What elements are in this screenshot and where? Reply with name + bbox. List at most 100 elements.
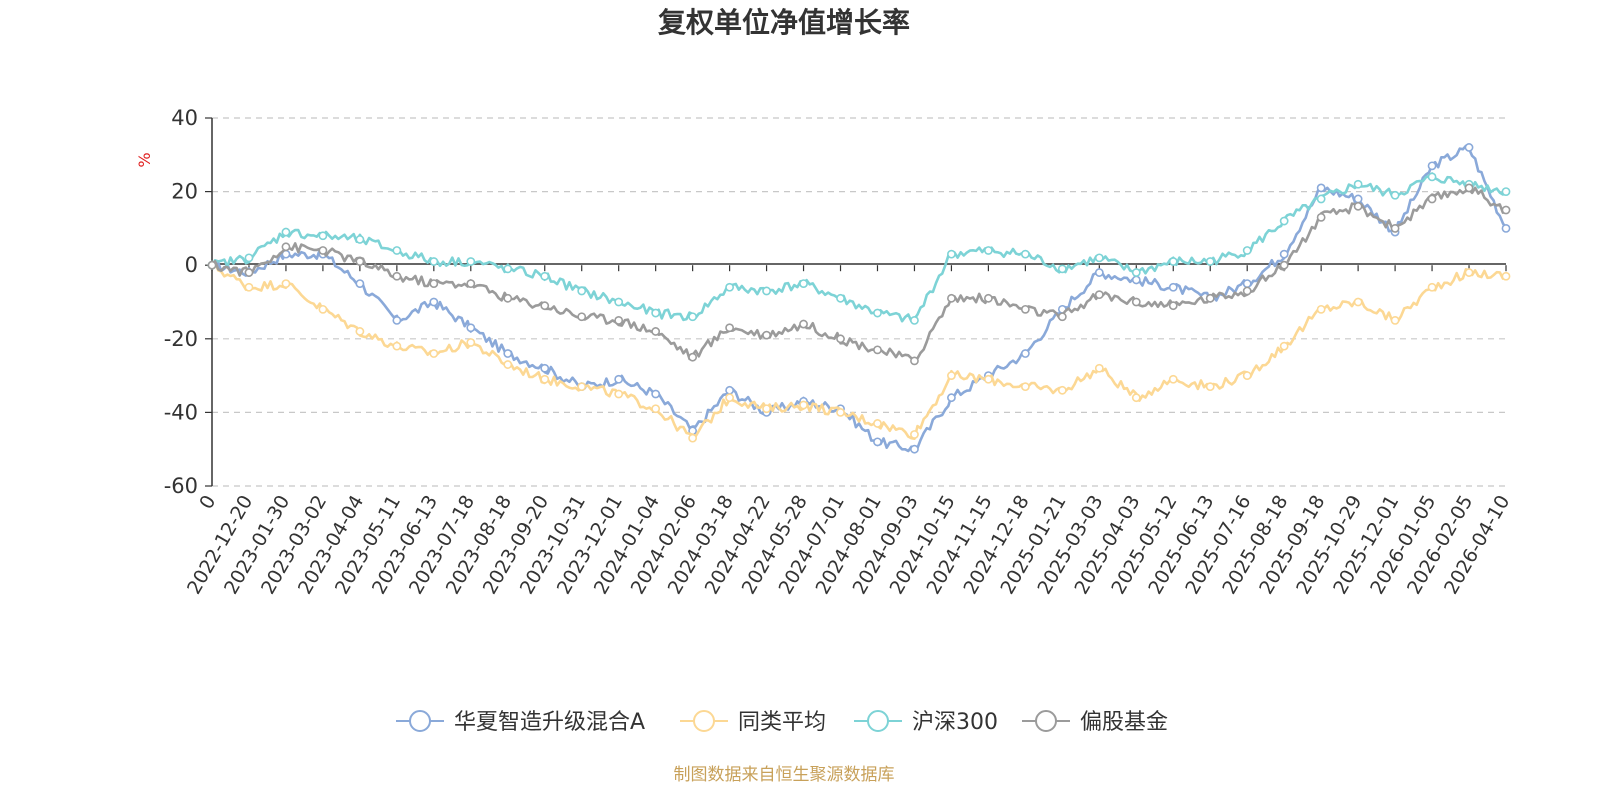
data-point: [947, 371, 956, 380]
series-line: [210, 172, 1507, 323]
data-point: [1094, 363, 1104, 373]
data-point: [910, 356, 919, 366]
data-point: [1168, 301, 1178, 311]
legend-marker-icon: [867, 710, 889, 732]
data-point: [910, 430, 919, 439]
data-point: [1242, 371, 1252, 380]
data-point: [318, 246, 328, 255]
data-point: [1501, 271, 1511, 281]
data-point: [392, 315, 402, 325]
data-point: [1242, 279, 1252, 288]
data-point: [1353, 297, 1363, 307]
legend-item-3[interactable]: 偏股基金: [1022, 710, 1168, 735]
data-point: [1057, 385, 1067, 395]
data-point: [1279, 260, 1289, 270]
data-point: [540, 271, 550, 281]
data-point: [688, 312, 698, 322]
data-point: [503, 360, 513, 369]
data-point: [984, 374, 993, 384]
data-source-note: 制图数据来自恒生聚源数据库: [674, 765, 895, 785]
legend-label: 华夏智造升级混合A: [454, 710, 645, 735]
data-point: [281, 242, 291, 252]
data-point: [1131, 275, 1141, 285]
data-point: [1353, 179, 1363, 189]
data-point: [1464, 143, 1474, 152]
data-point: [1501, 187, 1511, 196]
data-point: [281, 279, 291, 288]
data-point: [1242, 286, 1252, 296]
data-point: [355, 235, 365, 244]
data-point: [1464, 183, 1474, 193]
data-point: [799, 400, 808, 410]
data-point: [318, 304, 328, 314]
data-point: [1427, 282, 1437, 292]
data-point: [836, 407, 845, 417]
data-point: [392, 246, 402, 255]
data-point: [1057, 264, 1067, 274]
legend-marker-icon: [409, 710, 431, 732]
data-point: [1390, 190, 1400, 200]
data-point: [1316, 212, 1326, 222]
data-point: [1353, 201, 1363, 211]
data-point: [984, 246, 993, 255]
data-point: [429, 257, 439, 266]
legend-item-0[interactable]: 华夏智造升级混合A: [396, 710, 645, 735]
data-point: [1131, 268, 1141, 277]
data-point: [1205, 382, 1215, 392]
data-point: [614, 374, 624, 384]
data-point: [614, 315, 624, 325]
data-point: [1205, 293, 1215, 303]
data-point: [1094, 253, 1104, 263]
data-point: [318, 231, 328, 241]
data-point: [1131, 297, 1141, 307]
legend-item-1[interactable]: 同类平均: [680, 710, 826, 735]
chart-title: 复权单位净值增长率: [658, 6, 910, 39]
y-tick-label: -60: [164, 474, 198, 498]
data-point: [614, 389, 624, 399]
data-point: [947, 249, 956, 259]
data-point: [614, 297, 624, 307]
series-line: [211, 261, 1507, 441]
data-point: [725, 282, 734, 292]
legend-label: 沪深300: [912, 710, 998, 735]
series-0: [207, 143, 1511, 454]
data-point: [429, 349, 439, 358]
data-point: [577, 286, 587, 296]
data-point: [244, 253, 254, 263]
data-point: [910, 444, 919, 454]
data-point: [577, 382, 587, 392]
data-point: [355, 279, 365, 288]
data-point: [836, 334, 845, 344]
data-point: [651, 389, 661, 399]
x-tick-label: 0: [195, 492, 220, 513]
data-point: [1020, 304, 1030, 314]
data-point: [799, 319, 808, 329]
data-point: [1501, 223, 1511, 233]
data-point: [392, 271, 402, 281]
data-point: [873, 345, 882, 355]
data-point: [762, 330, 771, 340]
data-point: [799, 279, 808, 288]
data-point: [1094, 268, 1104, 277]
data-point: [1242, 246, 1252, 255]
data-point: [947, 293, 956, 303]
data-point: [762, 286, 771, 296]
data-point: [392, 341, 402, 351]
series-lines: [207, 143, 1511, 454]
data-point: [1020, 382, 1030, 392]
data-point: [355, 327, 365, 336]
data-point: [466, 257, 476, 266]
data-point: [873, 308, 882, 318]
data-point: [984, 293, 993, 303]
data-point: [1057, 312, 1067, 322]
y-tick-label: 40: [171, 106, 198, 130]
legend-label: 偏股基金: [1080, 710, 1168, 735]
legend-label: 同类平均: [738, 710, 826, 735]
data-point: [244, 282, 254, 292]
data-point: [1390, 223, 1400, 233]
legend-item-2[interactable]: 沪深300: [854, 710, 998, 735]
data-point: [725, 385, 734, 395]
data-point: [540, 374, 550, 384]
data-point: [725, 393, 734, 403]
